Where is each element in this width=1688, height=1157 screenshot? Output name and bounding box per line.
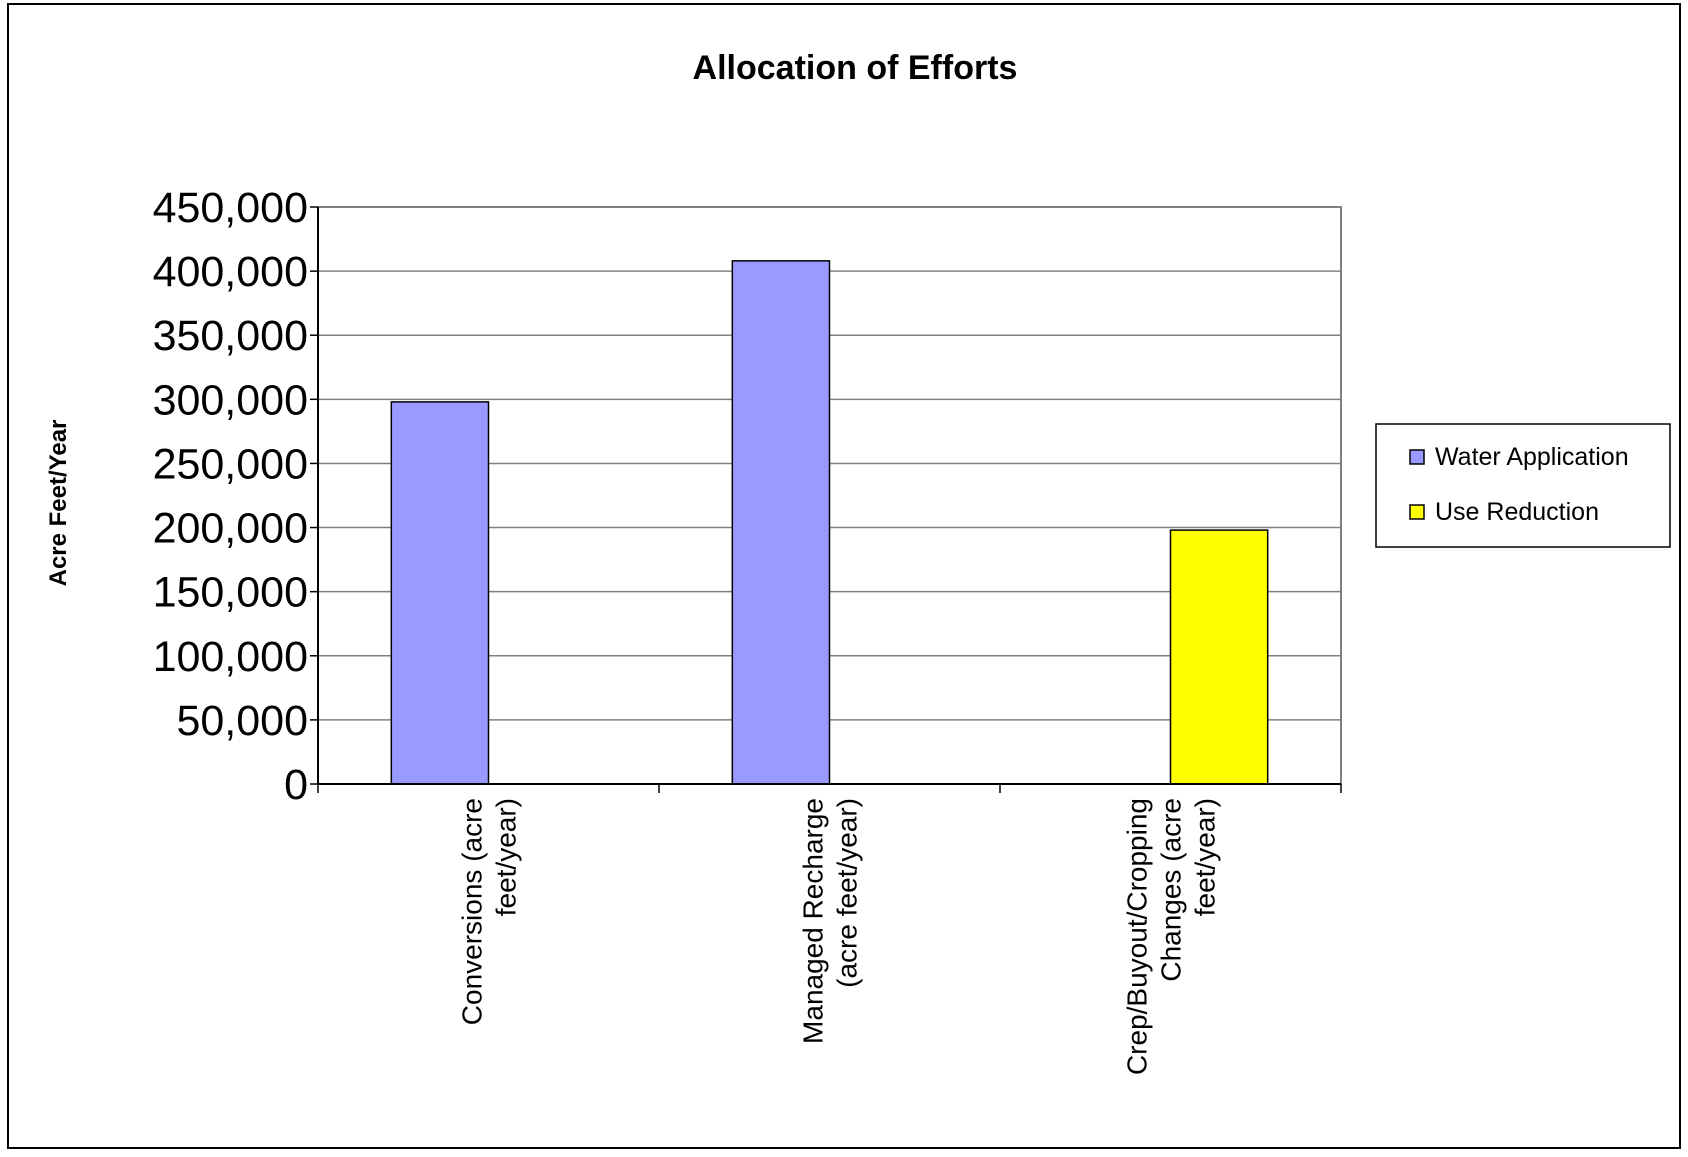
axes	[310, 206, 1342, 793]
x-tick-label: Crep/Buyout/Cropping Changes (acre feet/ye…	[1122, 798, 1221, 1075]
bar-water-application	[390, 401, 490, 785]
y-tick-label: 350,000	[153, 312, 308, 360]
legend-swatch-water-application	[1409, 449, 1425, 465]
x-tick-label: Conversions (acre feet/year)	[457, 798, 522, 1025]
y-tick-label: 50,000	[176, 697, 308, 745]
bar-use-reduction	[1169, 529, 1269, 785]
y-tick-labels: 450,000 400,000 350,000 300,000 250,000 200,0…	[153, 184, 308, 809]
y-tick-label: 100,000	[153, 633, 308, 681]
y-tick-label: 300,000	[153, 376, 308, 424]
bars	[390, 260, 1269, 785]
legend-swatch-use-reduction	[1409, 504, 1425, 520]
y-tick-label: 200,000	[153, 505, 308, 553]
y-tick-label: 250,000	[153, 440, 308, 488]
y-tick-label: 450,000	[153, 184, 308, 232]
x-tick-label: Managed Recharge (acre feet/year)	[798, 798, 863, 1044]
legend-label-use-reduction: Use Reduction	[1435, 498, 1599, 526]
legend-box	[1375, 423, 1671, 548]
chart-title: Allocation of Efforts	[693, 49, 1018, 87]
y-tick-label: 0	[284, 761, 308, 809]
y-axis-label: Acre Feet/Year	[45, 420, 72, 587]
bar-water-application	[731, 260, 831, 785]
y-tick-label: 150,000	[153, 569, 308, 617]
legend: Water Application Use Reduction	[1375, 423, 1671, 548]
legend-label-water-application: Water Application	[1435, 443, 1629, 471]
y-tick-label: 400,000	[153, 248, 308, 296]
x-tick-labels: Conversions (acre feet/year) Managed Recha…	[457, 798, 1221, 1075]
